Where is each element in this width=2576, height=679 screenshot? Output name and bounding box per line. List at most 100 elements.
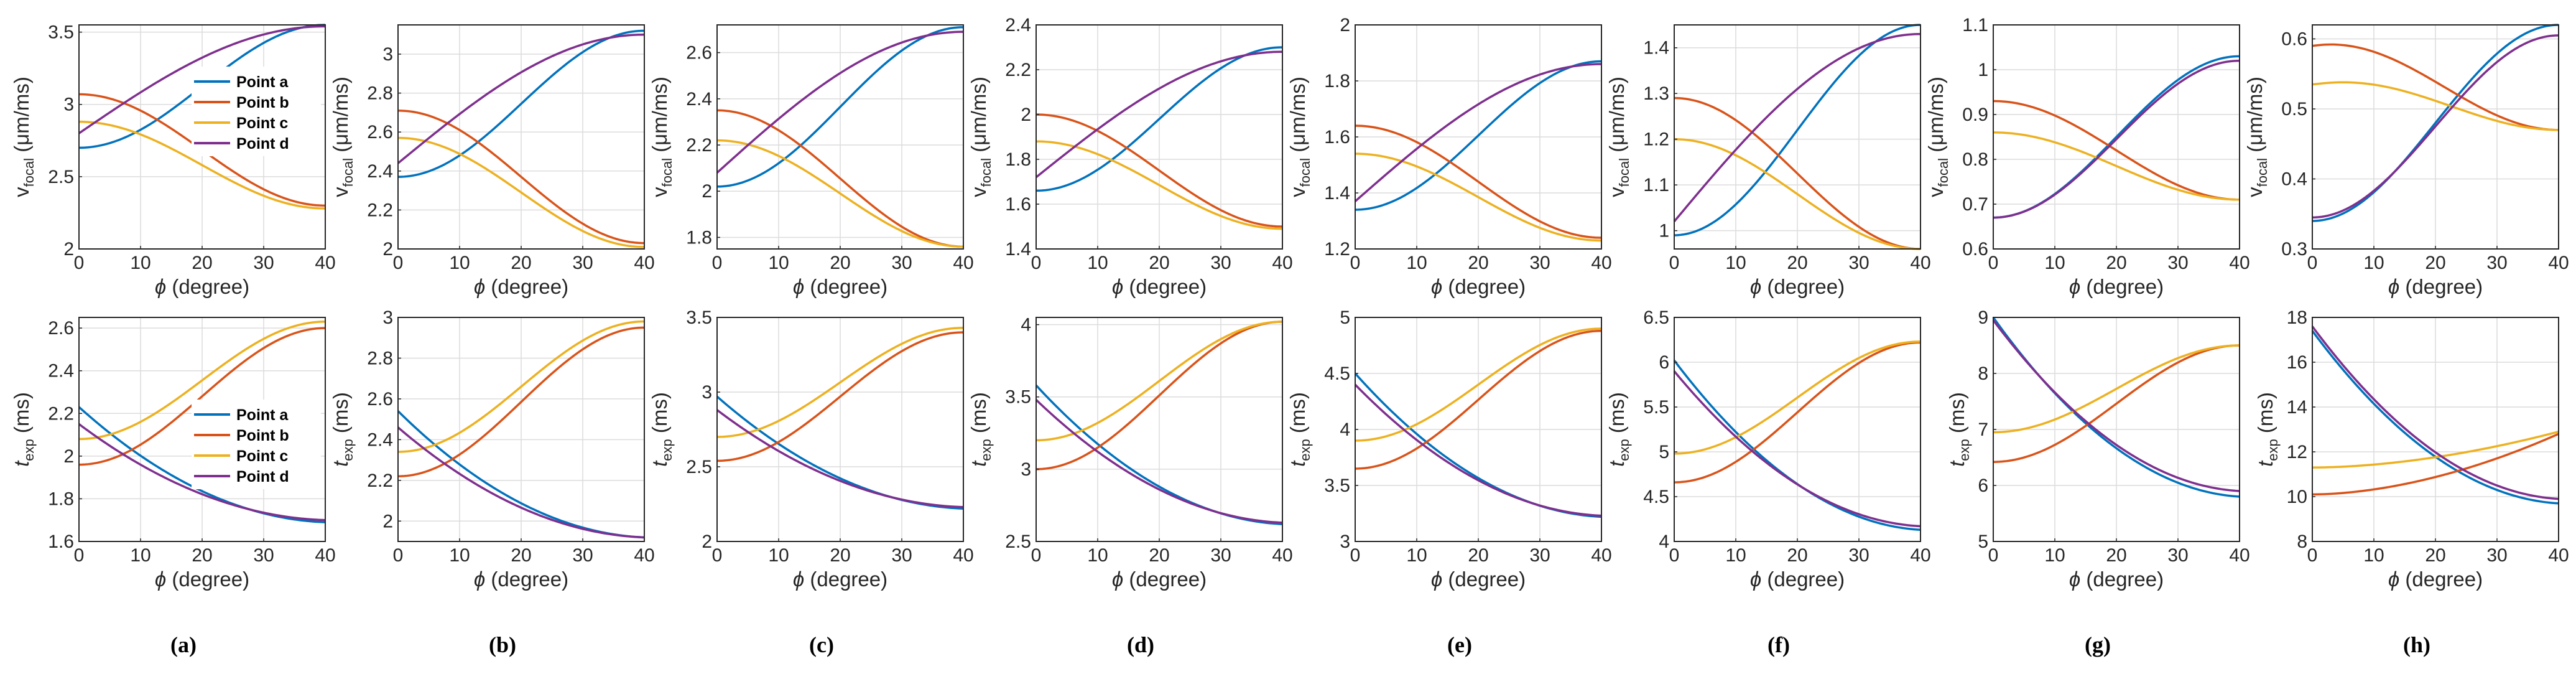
y-tick-label: 4.5 [1643,487,1669,507]
y-tick-label: 2.6 [686,43,712,63]
series-line-point-b [1993,100,2240,201]
x-tick-label: 0 [1031,545,1042,566]
x-tick-label: 30 [2167,253,2188,273]
y-tick-label: 1.6 [1005,194,1031,215]
x-tick-label: 0 [393,545,404,566]
y-tick-label: 2.4 [367,429,393,450]
x-tick-label: 10 [1087,253,1108,273]
legend-entry: Point a [236,406,289,424]
series-line-point-c [1035,140,1283,230]
series-line-point-a [1355,60,1602,211]
series-line-point-a [2312,24,2559,222]
x-tick-label: 10 [1087,545,1108,566]
x-tick-label: 30 [2486,253,2507,273]
y-tick-label: 2.6 [48,318,74,339]
x-tick-label: 20 [2106,253,2126,273]
y-tick-label: 7 [1978,419,1988,440]
y-tick-label: 18 [2287,307,2307,328]
panel-letter: (c) [809,632,834,657]
y-tick-label: 5 [1978,531,1988,552]
x-axis-label: ϕ (degree) [1431,568,1526,591]
y-tick-label: 0.6 [2281,29,2307,50]
y-axis-label: texp (ms) [329,392,356,467]
y-tick-label: 2 [63,446,74,467]
y-axis-label: vfocal (μm/ms) [1605,77,1632,197]
y-tick-label: 0.8 [1962,149,1988,170]
y-axis-label: vfocal (μm/ms) [329,77,356,197]
plot-c-vfocal: 0 10 20 30 40 1.8 2 2.2 2.4 2.6 ϕ (degree) vfocal (… [648,24,974,298]
x-tick-label: 40 [1272,545,1292,566]
panel-letter: (f) [1768,632,1790,657]
y-axis-label: vfocal (μm/ms) [1286,77,1313,197]
series-line-point-b [78,327,326,466]
series-line-point-d [1354,383,1602,517]
x-axis-label: ϕ (degree) [1750,568,1845,591]
x-tick-label: 0 [74,253,85,273]
plot-d-vfocal: 0 10 20 30 40 1.4 1.6 1.8 2 2.2 2.4 ϕ (degree) vfoca… [967,15,1293,298]
x-tick-label: 10 [1725,253,1746,273]
y-tick-label: 1.4 [1643,38,1669,59]
x-axis-label: ϕ (degree) [1750,275,1845,298]
series-line-point-c [2312,81,2559,131]
x-tick-label: 30 [253,253,274,273]
x-tick-label: 20 [2425,545,2445,566]
y-tick-label: 1 [1978,60,1988,80]
y-axis-label: vfocal (μm/ms) [967,77,994,197]
series-line-point-c [1035,321,1283,442]
x-tick-label: 0 [1669,253,1680,273]
x-tick-label: 20 [192,253,212,273]
x-axis-label: ϕ (degree) [474,275,568,298]
y-tick-label: 2 [702,181,712,202]
series-line-point-a [78,406,326,523]
x-tick-label: 40 [953,545,973,566]
series-line-point-b [1674,341,1921,484]
y-tick-label: 4 [1659,531,1669,552]
y-tick-label: 3 [63,95,74,115]
y-tick-label: 3 [1021,459,1031,480]
y-axis-label: texp (ms) [10,392,37,467]
y-tick-label: 8 [2297,531,2307,552]
x-tick-label: 10 [1725,545,1746,566]
x-axis-label: ϕ (degree) [1431,275,1526,298]
series-line-point-d [1992,319,2240,492]
x-tick-label: 20 [830,253,850,273]
legend-entry: Point d [236,135,289,152]
series-line-point-b [1993,344,2240,463]
x-tick-label: 0 [2307,253,2318,273]
y-axis-label: texp (ms) [967,392,994,467]
x-tick-label: 40 [2229,253,2249,273]
plot-b-texp: 0 10 20 30 40 2 2.2 2.4 2.6 2.8 3 ϕ (degree) texp (m… [329,307,655,591]
series-line-point-d [397,33,645,164]
y-tick-label: 5.5 [1643,397,1669,418]
x-tick-label: 40 [634,253,654,273]
y-tick-label: 0.4 [2281,169,2307,190]
x-tick-label: 0 [712,545,723,566]
y-tick-label: 2.2 [367,471,393,491]
x-tick-label: 40 [2548,545,2569,566]
panel-letter: (g) [2085,632,2111,657]
x-tick-label: 30 [1210,545,1231,566]
y-tick-label: 6.5 [1643,307,1669,328]
legend-entry: Point b [236,427,289,444]
x-tick-label: 30 [1848,545,1869,566]
x-tick-label: 20 [1787,253,1807,273]
series-line-point-d [78,423,326,522]
series-line-point-d [1673,32,1921,223]
x-tick-label: 40 [1910,545,1930,566]
series-line-point-b [1355,329,1602,470]
y-tick-label: 3.5 [686,307,712,328]
x-tick-label: 20 [2106,545,2126,566]
y-tick-label: 2.2 [367,200,393,220]
x-tick-label: 0 [1031,253,1042,273]
y-tick-label: 4 [1340,419,1350,440]
y-tick-label: 6 [1978,475,1988,496]
y-axis-label: texp (ms) [1605,392,1632,467]
panel-letter: (a) [170,632,197,657]
y-axis-label: vfocal (μm/ms) [1924,77,1951,197]
x-tick-label: 40 [315,253,335,273]
series-line-point-c [716,327,964,438]
series-line-point-d [1993,59,2240,219]
series-line-point-a [397,29,645,178]
x-tick-label: 0 [2307,545,2318,566]
